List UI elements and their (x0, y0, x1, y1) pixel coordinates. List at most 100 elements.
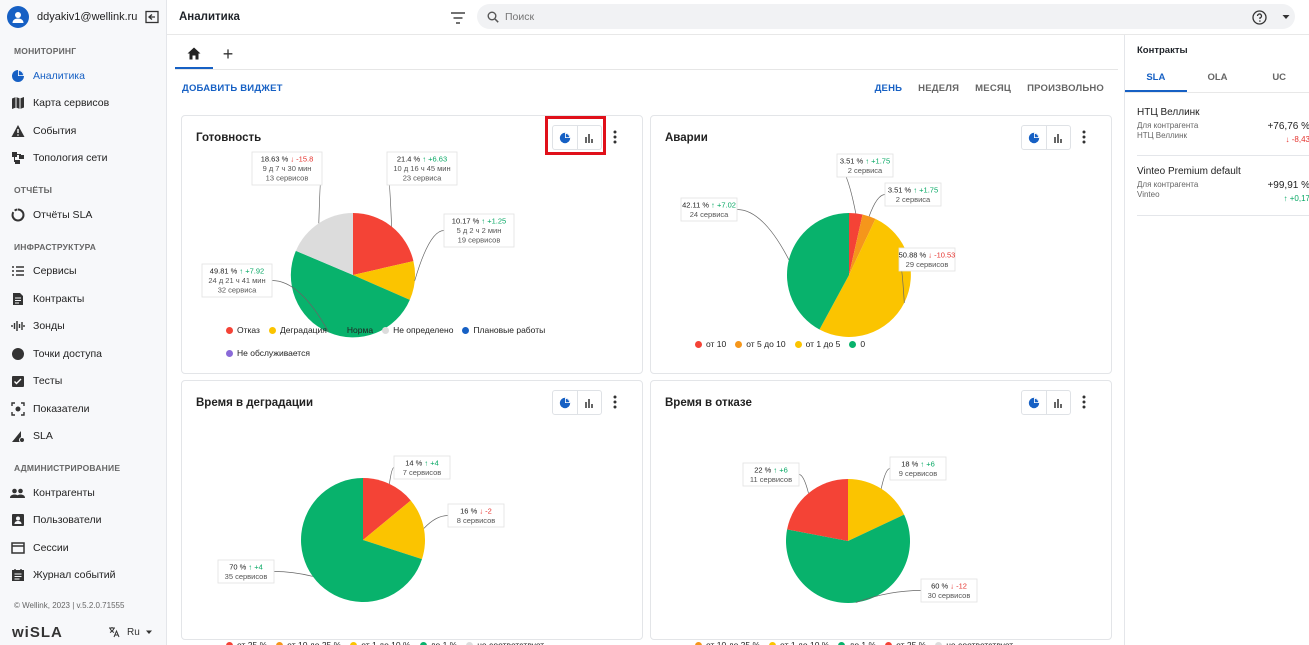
people-icon (10, 488, 25, 498)
pie-slice[interactable] (353, 261, 416, 300)
percent-value: 60 % (931, 582, 950, 591)
contract-item[interactable]: Vinteo Premium default Для контрагента V… (1137, 166, 1309, 206)
legend-item[interactable]: до 1 % (419, 639, 457, 645)
search-input[interactable] (505, 10, 1105, 23)
legend-item[interactable]: Отказ (226, 324, 260, 336)
sidebar-item-tests[interactable]: Тесты (0, 368, 166, 396)
legend-item[interactable]: от 10 (695, 338, 726, 350)
help-icon[interactable] (1252, 10, 1267, 25)
sidebar-item-event-log[interactable]: Журнал событий (0, 562, 166, 590)
avatar[interactable] (7, 6, 29, 28)
tab-home[interactable] (175, 39, 213, 69)
tab-uc[interactable]: UC (1272, 72, 1287, 83)
legend-item[interactable]: Деградация (268, 324, 327, 336)
legend-item[interactable]: 0 (849, 338, 865, 350)
legend-item[interactable]: Плановые работы (462, 324, 545, 336)
sidebar-item-events[interactable]: События (0, 117, 166, 145)
legend-item[interactable]: от 1 до 10 % (350, 639, 411, 645)
leader-line (736, 209, 790, 260)
search-bar[interactable] (477, 4, 1295, 29)
legend-item[interactable]: Не обслуживается (226, 347, 310, 359)
pie-view-button[interactable] (1022, 126, 1047, 149)
pie-slice[interactable] (787, 479, 848, 541)
sidebar-item-label: Карта сервисов (33, 97, 110, 110)
legend-item[interactable]: Не определено (382, 324, 453, 336)
pie-slice[interactable] (786, 514, 911, 603)
period-week[interactable]: НЕДЕЛЯ (918, 83, 960, 94)
account-menu-icon[interactable] (1281, 13, 1291, 21)
period-custom[interactable]: ПРОИЗВОЛЬНО (1027, 83, 1104, 94)
sidebar-item-users[interactable]: Пользователи (0, 507, 166, 535)
section-infrastructure: ИНФРАСТРУКТУРА (14, 241, 97, 252)
tab-ola[interactable]: OLA (1207, 72, 1228, 83)
pie-slice[interactable] (819, 218, 911, 337)
add-widget-button[interactable]: ДОБАВИТЬ ВИДЖЕТ (182, 83, 283, 94)
pie-slice[interactable] (786, 213, 849, 330)
legend-item[interactable]: от 10 до 25 % (276, 639, 341, 645)
pie-slice[interactable] (849, 214, 876, 276)
period-day[interactable]: ДЕНЬ (874, 83, 903, 94)
bar-view-button[interactable] (1047, 391, 1071, 414)
pie-slice[interactable] (848, 479, 905, 541)
slice-services: 13 сервисов (266, 174, 309, 183)
legend-item[interactable]: не соответствует (466, 639, 544, 645)
pie-slice[interactable] (363, 478, 411, 540)
sidebar-item-sla-reports[interactable]: Отчёты SLA (0, 201, 166, 229)
sidebar-item-counterparties[interactable]: Контрагенты (0, 479, 166, 507)
collapse-sidebar-icon[interactable] (145, 10, 159, 24)
legend-dot (885, 641, 893, 645)
sidebar-item-sessions[interactable]: Сессии (0, 534, 166, 562)
filter-icon[interactable] (451, 12, 465, 24)
legend-item[interactable]: от 10 до 25 % (695, 639, 760, 645)
widget-menu-button[interactable] (1080, 394, 1088, 410)
widget-menu-button[interactable] (611, 129, 619, 145)
widget-menu-button[interactable] (611, 394, 619, 410)
sidebar-item-topology[interactable]: Топология сети (0, 145, 166, 173)
pie-view-button[interactable] (1022, 391, 1047, 414)
sidebar-item-sla[interactable]: SLA (0, 423, 166, 451)
pie-view-button[interactable] (553, 126, 578, 149)
sidebar-item-metrics[interactable]: Показатели (0, 395, 166, 423)
legend-item[interactable]: Норма (335, 324, 373, 336)
contract-item[interactable]: НТЦ Веллинк Для контрагента НТЦ Веллинк … (1137, 107, 1309, 147)
legend-item[interactable]: от 25 % (885, 639, 926, 645)
sidebar-item-analytics[interactable]: Аналитика (0, 62, 166, 90)
pie-slice[interactable] (363, 500, 426, 560)
bar-view-button[interactable] (1047, 126, 1071, 149)
sidebar-item-probes[interactable]: Зонды (0, 313, 166, 341)
percent-value: 50.88 % (899, 251, 929, 260)
panel-title: Контракты (1137, 45, 1188, 56)
language-selector[interactable]: Ru (108, 626, 153, 638)
legend-item[interactable]: от 5 до 10 (735, 338, 786, 350)
bar-view-button[interactable] (578, 126, 602, 149)
add-tab-button[interactable]: + (222, 43, 234, 64)
pie-chart-icon (559, 132, 570, 143)
legend-item[interactable]: не соответствует (935, 639, 1013, 645)
bar-view-button[interactable] (578, 391, 602, 414)
sidebar-item-services-map[interactable]: Карта сервисов (0, 90, 166, 118)
widget-menu-button[interactable] (1080, 129, 1088, 145)
percent-value: 22 % (754, 466, 773, 475)
pie-view-button[interactable] (553, 391, 578, 414)
leader-line (868, 194, 886, 217)
legend-dot (695, 641, 702, 645)
tab-sla[interactable]: SLA (1125, 63, 1187, 92)
home-icon (187, 47, 201, 59)
sidebar-item-contracts[interactable]: Контракты (0, 285, 166, 313)
slice-percent: 3.51 % ↑ +1.75 (888, 186, 938, 195)
slice-percent: 70 % ↑ +4 (229, 563, 263, 572)
legend-item[interactable]: от 1 до 5 (794, 338, 840, 350)
legend-dot (935, 641, 943, 645)
pie-slice[interactable] (295, 213, 353, 275)
pie-slice[interactable] (849, 213, 863, 275)
period-month[interactable]: МЕСЯЦ (975, 83, 1012, 94)
pie-slice[interactable] (301, 478, 422, 602)
sidebar-item-services[interactable]: Сервисы (0, 258, 166, 286)
pie-slice[interactable] (353, 213, 414, 275)
legend-item[interactable]: от 25 % (226, 639, 267, 645)
legend-item[interactable]: от 1 до 10 % (769, 639, 829, 645)
legend-item[interactable]: до 1 % (838, 639, 876, 645)
sidebar-item-access-points[interactable]: Точки доступа (0, 340, 166, 368)
user-block[interactable]: ddyakiv1@wellink.ru (0, 0, 166, 34)
pie-slice[interactable] (290, 250, 410, 338)
